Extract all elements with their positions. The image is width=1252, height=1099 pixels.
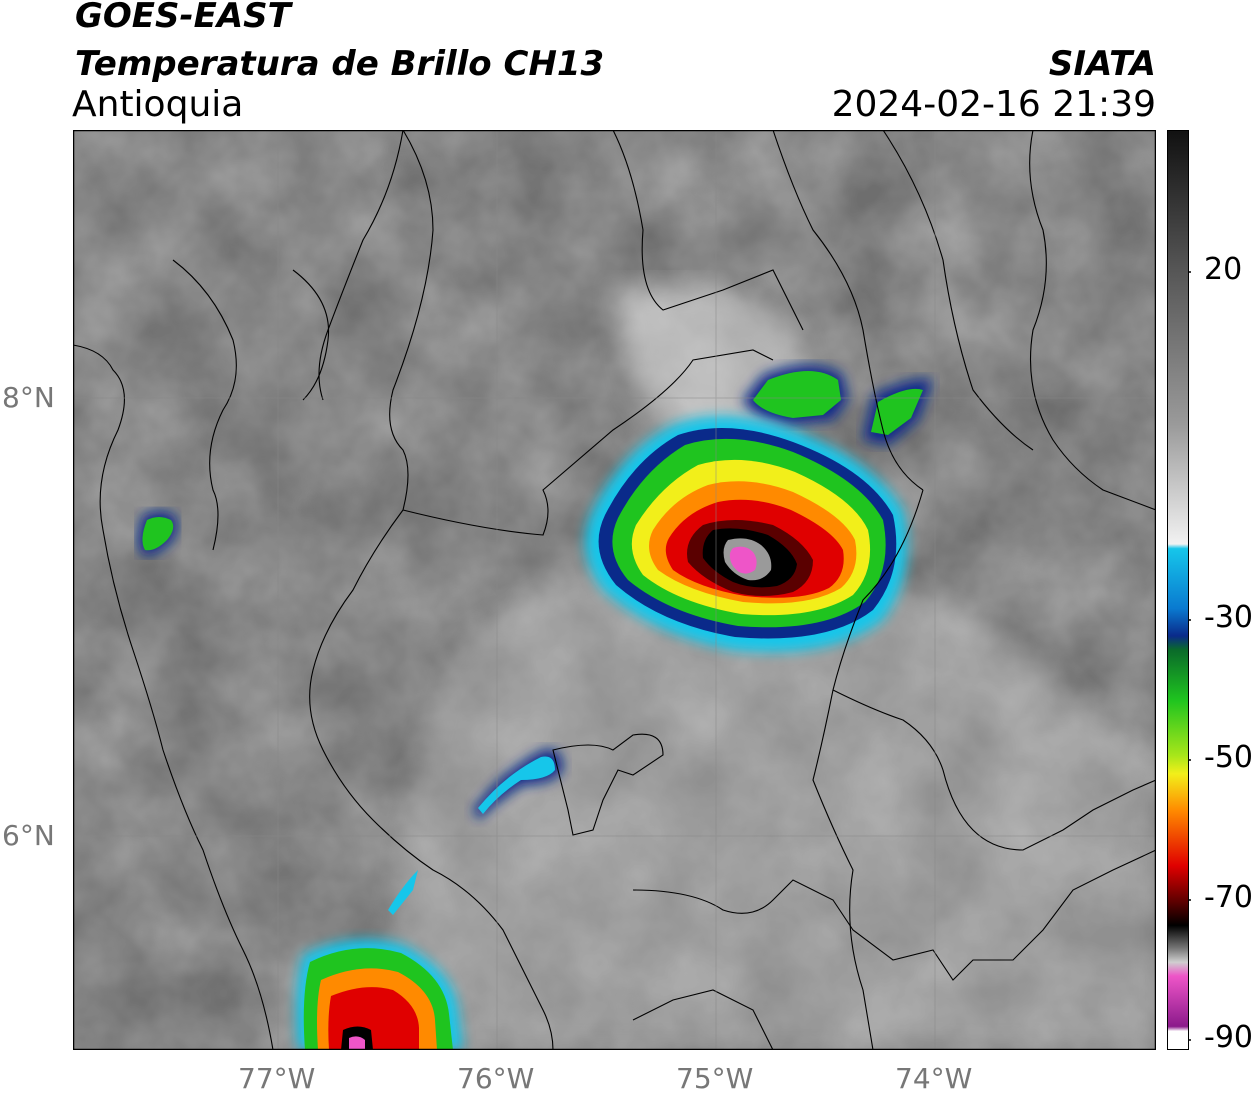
- colorbar-label-20: 20: [1204, 252, 1243, 287]
- department-boundary-risaralda: [632, 989, 774, 1050]
- department-boundary-choco: [309, 509, 554, 1050]
- lon-tick-75w: 75°W: [676, 1062, 754, 1095]
- lat-tick-6n: 6°N: [2, 819, 55, 852]
- department-boundary-cesar: [882, 130, 1034, 451]
- storm-cell-west: [138, 511, 178, 556]
- colorbar-label-m90: -90: [1204, 1020, 1252, 1055]
- colorbar: [1167, 130, 1191, 1050]
- department-boundary-west: [389, 130, 434, 511]
- department-boundary-caldas: [632, 849, 1156, 981]
- map-frame: [73, 130, 1156, 1050]
- coastline-pacific: [73, 344, 274, 1050]
- urabia-coast: [318, 130, 404, 401]
- colorbar-label-m30: -30: [1204, 600, 1252, 635]
- border-venezuela: [1029, 130, 1156, 511]
- timestamp-label: 2024-02-16 21:39: [831, 84, 1156, 125]
- municipality-medellin: [552, 733, 664, 836]
- lon-tick-77w: 77°W: [238, 1062, 316, 1095]
- satellite-map: [73, 130, 1156, 1050]
- colorbar-label-m70: -70: [1204, 880, 1252, 915]
- product-title: Temperatura de Brillo CH13: [75, 44, 605, 84]
- borders: [73, 130, 1156, 1050]
- coastline-darien: [172, 259, 237, 551]
- storm-cell-north-east: [585, 365, 933, 652]
- department-boundary-bolivar: [772, 130, 924, 491]
- satellite-title: GOES-EAST: [75, 0, 291, 36]
- department-boundary-cordoba: [612, 130, 804, 331]
- colorbar-label-m50: -50: [1204, 740, 1252, 775]
- gulf-coast: [292, 269, 330, 401]
- lat-tick-8n: 8°N: [2, 381, 55, 414]
- department-boundary-north: [402, 349, 774, 536]
- storm-cell-south: [296, 939, 463, 1050]
- source-label: SIATA: [1048, 44, 1156, 84]
- region-label: Antioquia: [72, 84, 244, 125]
- department-boundary-east: [812, 489, 924, 1050]
- colorbar-fill: [1167, 130, 1189, 1050]
- lon-tick-74w: 74°W: [895, 1062, 973, 1095]
- lon-tick-76w: 76°W: [457, 1062, 535, 1095]
- storm-band-central: [388, 749, 563, 915]
- gridlines: [73, 130, 1156, 1050]
- department-boundary-santander: [832, 689, 1156, 851]
